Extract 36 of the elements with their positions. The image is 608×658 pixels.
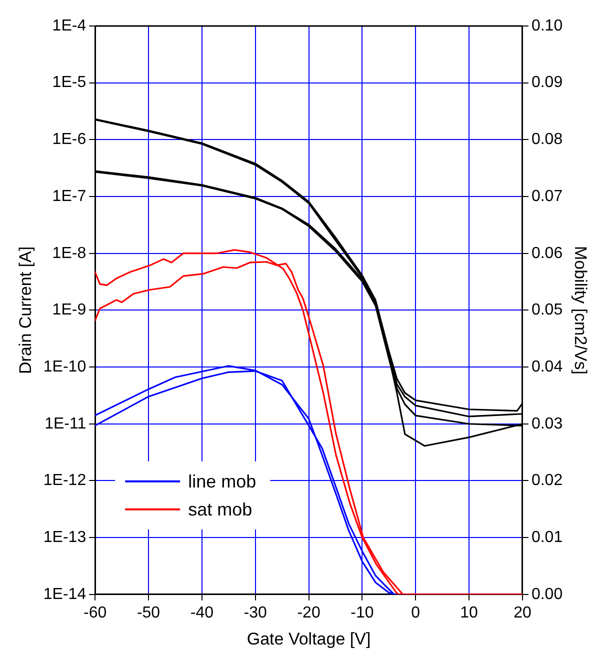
- y-tick-label: 1E-11: [44, 415, 86, 432]
- y2-tick-label: 0.05: [531, 302, 563, 319]
- y-tick-label: 1E-13: [43, 528, 86, 546]
- y2-tick-label: 0.08: [531, 131, 563, 148]
- x-tick-label: 20: [514, 604, 532, 622]
- legend-label: sat mob: [188, 499, 252, 520]
- y-axis-title: Drain Current [A]: [16, 246, 35, 374]
- y-tick-label: 1E-8: [52, 244, 86, 262]
- y-tick-label: 1E-14: [43, 586, 86, 603]
- x-tick-label: -30: [244, 604, 268, 622]
- y2-tick-label: 0.09: [531, 74, 563, 92]
- y2-tick-label: 0.04: [531, 358, 563, 376]
- y2-tick-label: 0.02: [531, 472, 563, 490]
- y2-tick-label: 0.01: [531, 528, 563, 546]
- y-tick-label: 1E-10: [43, 358, 86, 376]
- y2-tick-label: 0.06: [531, 244, 563, 262]
- y-tick-label: 1E-5: [52, 74, 86, 92]
- x-axis-title: Gate Voltage [V]: [246, 629, 371, 648]
- x-tick-label: -50: [136, 604, 160, 622]
- y2-tick-label: 0.00: [531, 586, 563, 603]
- legend-label: line mob: [188, 471, 256, 492]
- x-tick-label: -40: [190, 604, 214, 622]
- y-tick-label: 1E-7: [52, 188, 86, 205]
- x-tick-label: -20: [297, 604, 320, 622]
- x-tick-label: 10: [460, 604, 478, 622]
- y-tick-label: 1E-4: [52, 17, 86, 34]
- x-tick-label: 0: [411, 604, 420, 622]
- y-tick-label: 1E-9: [52, 302, 86, 319]
- x-tick-label: -10: [350, 604, 374, 622]
- x-tick-label: -60: [84, 604, 107, 622]
- y-tick-label: 1E-6: [52, 131, 86, 148]
- y2-tick-label: 0.10: [531, 17, 563, 34]
- y2-tick-label: 0.03: [531, 415, 563, 432]
- y2-tick-label: 0.07: [531, 188, 563, 205]
- y-tick-label: 1E-12: [43, 472, 86, 490]
- y2-axis-title: Mobility [cm2/Vs]: [571, 246, 590, 374]
